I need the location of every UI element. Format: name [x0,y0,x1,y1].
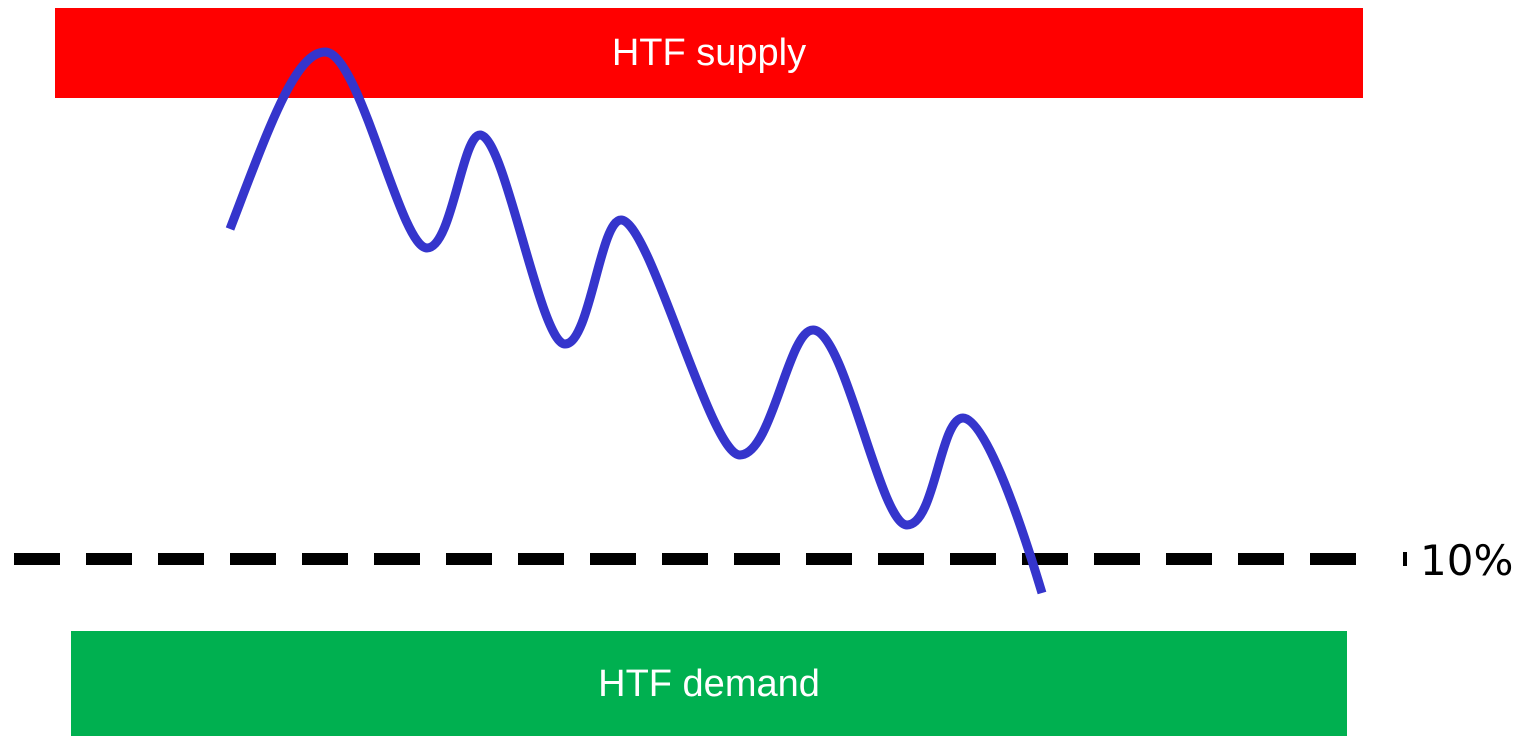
htf-demand-zone: HTF demand [71,631,1347,736]
ten-percent-label: 10% [1420,535,1514,585]
htf-demand-label: HTF demand [598,662,820,705]
price-path-line [225,47,1047,595]
htf-supply-zone: HTF supply [55,8,1363,98]
htf-supply-label: HTF supply [611,32,807,74]
